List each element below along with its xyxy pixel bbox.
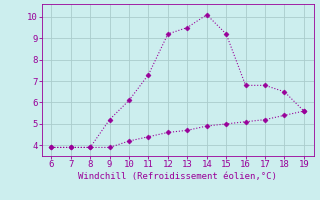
X-axis label: Windchill (Refroidissement éolien,°C): Windchill (Refroidissement éolien,°C) — [78, 172, 277, 181]
